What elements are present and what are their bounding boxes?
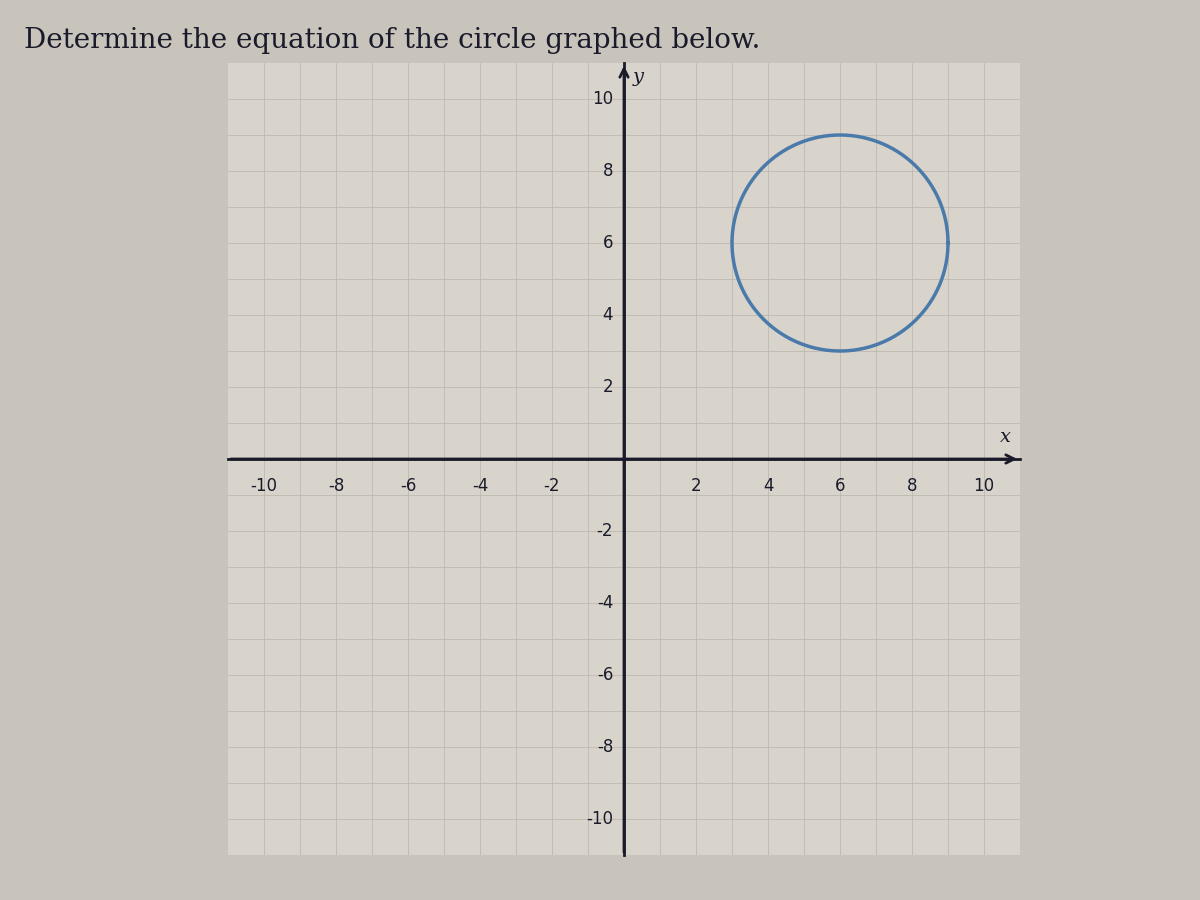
Text: 6: 6 [835, 477, 845, 495]
Text: -4: -4 [596, 594, 613, 612]
Text: x: x [1000, 428, 1012, 446]
Text: 4: 4 [602, 306, 613, 324]
Text: -2: -2 [596, 522, 613, 540]
Text: 10: 10 [592, 90, 613, 108]
Text: -2: -2 [544, 477, 560, 495]
Text: y: y [634, 68, 644, 86]
Text: 2: 2 [602, 378, 613, 396]
Text: -8: -8 [596, 738, 613, 756]
Text: 8: 8 [907, 477, 917, 495]
Text: -10: -10 [251, 477, 277, 495]
Text: 8: 8 [602, 162, 613, 180]
Text: 10: 10 [973, 477, 995, 495]
Text: 2: 2 [691, 477, 701, 495]
Text: 4: 4 [763, 477, 773, 495]
Text: -4: -4 [472, 477, 488, 495]
Text: -8: -8 [328, 477, 344, 495]
Text: -10: -10 [587, 810, 613, 828]
Text: Determine the equation of the circle graphed below.: Determine the equation of the circle gra… [24, 27, 761, 54]
Text: -6: -6 [596, 666, 613, 684]
Text: -6: -6 [400, 477, 416, 495]
Text: 6: 6 [602, 234, 613, 252]
